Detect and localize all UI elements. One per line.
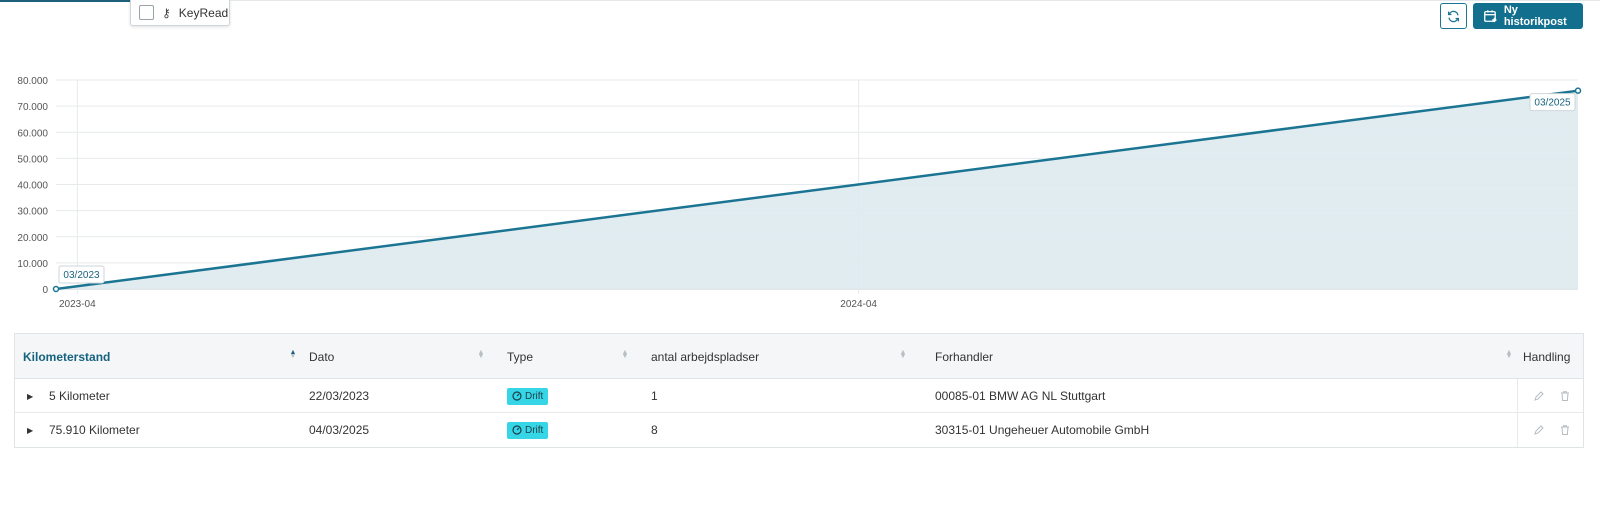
y-tick-label: 70.000 bbox=[17, 102, 48, 113]
y-tick-label: 50.000 bbox=[17, 154, 48, 165]
point-label: 03/2025 bbox=[1534, 98, 1571, 109]
cell-workplaces: 8 bbox=[651, 423, 658, 437]
cell-type: Drift bbox=[507, 413, 549, 447]
keyread-option[interactable]: ⚷ KeyRead bbox=[130, 0, 230, 26]
column-header-kilometerstand[interactable]: Kilometerstand bbox=[23, 334, 110, 379]
point-label-box bbox=[58, 265, 105, 284]
column-label: Handling bbox=[1523, 349, 1571, 364]
cell-date: 22/03/2023 bbox=[309, 389, 370, 403]
edit-icon[interactable] bbox=[1533, 390, 1545, 402]
sort-icon[interactable]: ▲ ▼ bbox=[899, 349, 907, 360]
column-header-forhandler[interactable]: Forhandler bbox=[935, 334, 993, 379]
cell-kilometer: 75.910 Kilometer bbox=[49, 423, 140, 437]
row-actions bbox=[1517, 379, 1585, 413]
type-badge: Drift bbox=[507, 387, 549, 405]
column-header-handling: Handling bbox=[1523, 334, 1570, 379]
sort-icon[interactable]: ▲ ▼ bbox=[289, 349, 297, 360]
expand-row-icon[interactable]: ▶ bbox=[27, 391, 34, 401]
gauge-icon bbox=[512, 391, 522, 401]
column-label: Dato bbox=[309, 349, 335, 364]
column-label: Type bbox=[507, 349, 534, 364]
history-table: Kilometerstand ▲ ▼ Dato ▲ ▼ Type ▲ ▼ antal … bbox=[14, 333, 1584, 448]
series-line bbox=[55, 89, 1579, 291]
column-header-type[interactable]: Type bbox=[507, 334, 533, 379]
type-badge-label: Drift bbox=[525, 424, 544, 436]
refresh-icon bbox=[1447, 10, 1460, 22]
y-tick-label: 30.000 bbox=[17, 207, 48, 218]
cell-workplaces: 1 bbox=[651, 389, 658, 403]
delete-icon[interactable] bbox=[1559, 390, 1571, 402]
point-label: 03/2023 bbox=[63, 270, 100, 281]
table-row[interactable]: ▶ 5 Kilometer 22/03/2023 Drift 1 00085-0… bbox=[15, 379, 1583, 413]
data-point bbox=[52, 285, 60, 293]
cell-kilometer: 5 Kilometer bbox=[49, 389, 110, 403]
cell-date: 04/03/2025 bbox=[309, 423, 370, 437]
refresh-button[interactable] bbox=[1440, 3, 1467, 29]
keyread-label: KeyRead bbox=[178, 5, 229, 20]
type-badge: Drift bbox=[507, 421, 549, 439]
calendar-plus-icon bbox=[1484, 10, 1497, 23]
top-accent-bar bbox=[0, 0, 130, 2]
top-divider bbox=[130, 0, 1600, 1]
table-header: Kilometerstand ▲ ▼ Dato ▲ ▼ Type ▲ ▼ antal … bbox=[15, 334, 1583, 379]
new-history-entry-label: Ny historikpost bbox=[1503, 4, 1567, 28]
cell-dealer: 00085-01 BMW AG NL Stuttgart bbox=[935, 389, 1106, 403]
point-label-box bbox=[1529, 93, 1576, 112]
y-tick-label: 80.000 bbox=[17, 76, 48, 87]
expand-row-icon[interactable]: ▶ bbox=[27, 425, 34, 435]
cell-type: Drift bbox=[507, 379, 549, 413]
column-label: antal arbejdspladser bbox=[651, 349, 760, 364]
delete-icon[interactable] bbox=[1559, 424, 1571, 436]
keyread-checkbox[interactable] bbox=[139, 5, 154, 20]
new-history-entry-button[interactable]: Ny historikpost bbox=[1473, 3, 1583, 29]
sort-icon[interactable]: ▲ ▼ bbox=[477, 349, 485, 360]
y-tick-label: 0 bbox=[42, 285, 48, 296]
x-tick-label: 2023-04 bbox=[59, 299, 96, 310]
y-tick-label: 10.000 bbox=[17, 259, 48, 270]
column-label: Kilometerstand bbox=[23, 349, 111, 364]
type-badge-label: Drift bbox=[525, 390, 544, 402]
sort-icon[interactable]: ▲ ▼ bbox=[1505, 349, 1513, 360]
x-tick-label: 2024-04 bbox=[840, 299, 877, 310]
sort-icon[interactable]: ▲ ▼ bbox=[621, 349, 629, 360]
y-tick-label: 40.000 bbox=[17, 181, 48, 192]
edit-icon[interactable] bbox=[1533, 424, 1545, 436]
y-tick-label: 60.000 bbox=[17, 128, 48, 139]
kilometer-chart: 80.000 70.000 60.000 50.000 40.000 30.000 20.0… bbox=[17, 76, 1582, 310]
key-icon: ⚷ bbox=[162, 5, 171, 20]
column-header-workplaces[interactable]: antal arbejdspladser bbox=[651, 334, 759, 379]
cell-dealer: 30315-01 Ungeheuer Automobile GmbH bbox=[935, 423, 1150, 437]
column-label: Forhandler bbox=[935, 349, 994, 364]
row-actions bbox=[1517, 413, 1585, 447]
column-header-dato[interactable]: Dato bbox=[309, 334, 334, 379]
y-tick-label: 20.000 bbox=[17, 233, 48, 244]
data-point bbox=[1574, 87, 1582, 94]
table-row[interactable]: ▶ 75.910 Kilometer 04/03/2025 Drift 8 30… bbox=[15, 413, 1583, 447]
gauge-icon bbox=[512, 425, 522, 435]
